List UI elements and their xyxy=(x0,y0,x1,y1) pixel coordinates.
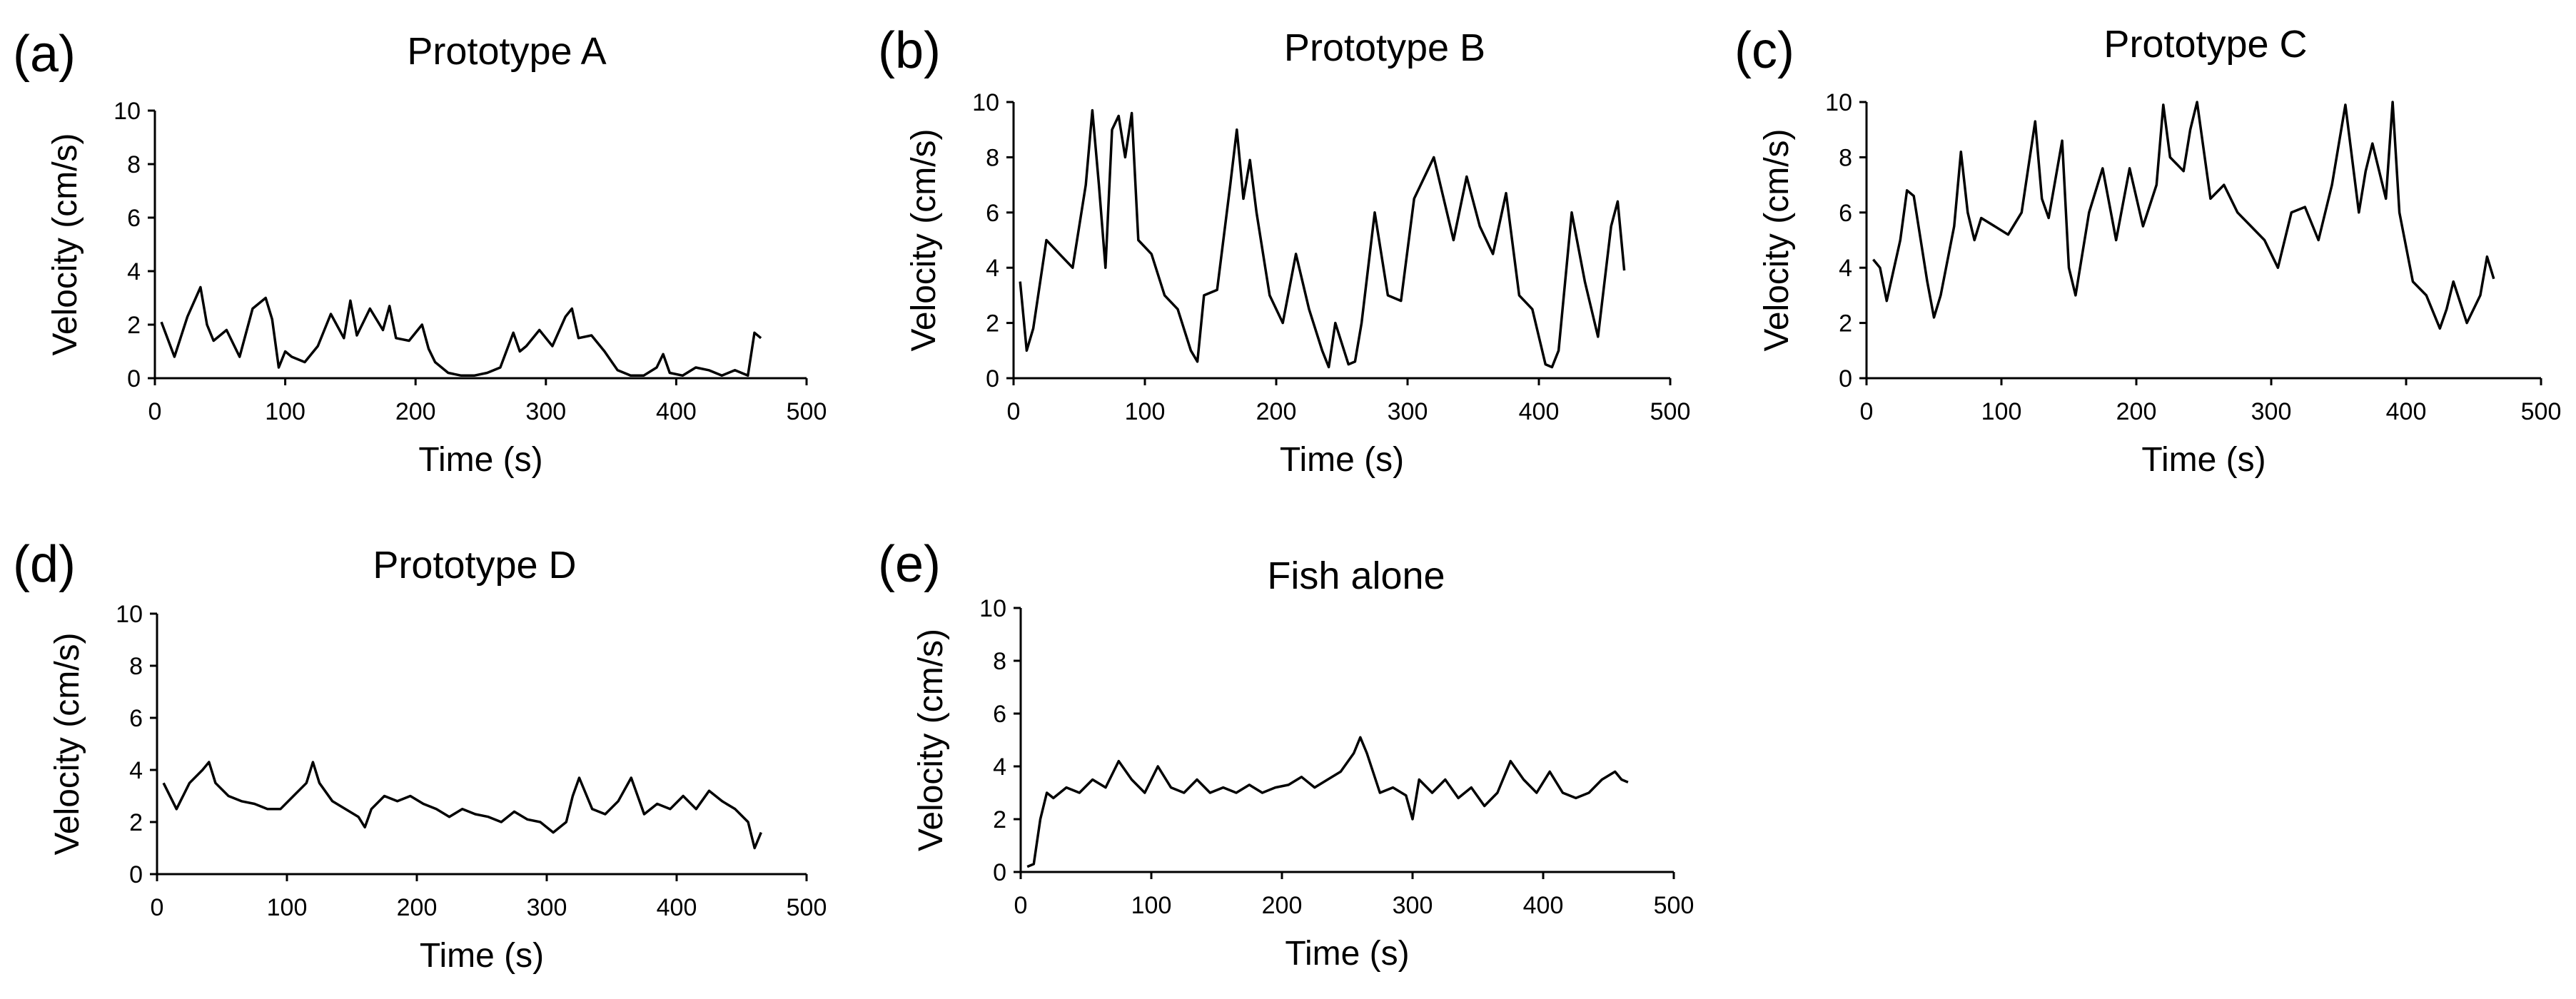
chart-a-title: Prototype A xyxy=(407,30,606,73)
chart-b-y-tick-label-4: 4 xyxy=(986,255,999,282)
chart-e-x-tick-label-400: 400 xyxy=(1523,892,1564,919)
chart-a-y-label: Velocity (cm/s) xyxy=(46,133,84,355)
chart-d-x-tick-label-200: 200 xyxy=(397,894,438,921)
chart-c-panel-letter: (c) xyxy=(1734,22,1794,79)
chart-a-panel-letter: (a) xyxy=(13,26,76,83)
chart-c-y-tick-label-8: 8 xyxy=(1839,144,1852,171)
chart-b-y-tick-label-6: 6 xyxy=(986,200,999,227)
chart-c-y-tick-label-0: 0 xyxy=(1839,365,1852,392)
chart-d-y-tick-label-6: 6 xyxy=(129,705,143,732)
chart-d-y-tick-label-4: 4 xyxy=(129,757,143,784)
chart-d-x-tick-label-400: 400 xyxy=(657,894,697,921)
chart-e-y-tick-label-10: 10 xyxy=(979,595,1006,622)
chart-b-x-tick-label-200: 200 xyxy=(1256,398,1297,425)
chart-b-y-tick-label-2: 2 xyxy=(986,310,999,338)
chart-a-series-line-0 xyxy=(160,285,762,377)
chart-d-series-line-0 xyxy=(162,761,762,850)
chart-c-y-tick-label-6: 6 xyxy=(1839,200,1852,227)
chart-c-y-tick-label-10: 10 xyxy=(1825,89,1852,116)
chart-d-title: Prototype D xyxy=(373,544,576,587)
chart-a-y-tick-label-2: 2 xyxy=(127,312,141,339)
chart-d-x-label: Time (s) xyxy=(420,937,544,975)
chart-e-y-tick-label-2: 2 xyxy=(993,806,1006,833)
chart-b-y-tick-label-8: 8 xyxy=(986,144,999,171)
chart-b-x-tick-label-100: 100 xyxy=(1125,398,1166,425)
chart-d-x-tick-label-100: 100 xyxy=(267,894,308,921)
chart-e-x-tick-label-500: 500 xyxy=(1654,892,1694,919)
chart-a-x-tick-label-0: 0 xyxy=(148,398,162,425)
chart-c-x-tick-label-100: 100 xyxy=(1981,398,2022,425)
chart-e-x-tick-label-100: 100 xyxy=(1131,892,1172,919)
chart-e-x-label: Time (s) xyxy=(1285,935,1409,973)
chart-b-x-tick-label-400: 400 xyxy=(1519,398,1560,425)
chart-d-x-tick-label-0: 0 xyxy=(151,894,164,921)
chart-d-y-tick-label-10: 10 xyxy=(116,601,143,628)
chart-d-y-tick-label-8: 8 xyxy=(129,653,143,680)
chart-c-x-tick-label-200: 200 xyxy=(2116,398,2157,425)
chart-a-y-tick-label-4: 4 xyxy=(127,258,141,285)
chart-d-y-tick-label-2: 2 xyxy=(129,809,143,836)
chart-e-x-tick-label-300: 300 xyxy=(1393,892,1433,919)
chart-b-series-line-0 xyxy=(1019,108,1626,369)
chart-a-y-tick-label-10: 10 xyxy=(113,98,141,125)
chart-e-y-tick-label-8: 8 xyxy=(993,648,1006,675)
chart-a-x-tick-label-300: 300 xyxy=(525,398,566,425)
chart-a-y-tick-label-6: 6 xyxy=(127,205,141,232)
chart-e-y-tick-label-4: 4 xyxy=(993,754,1006,781)
chart-e-y-label: Velocity (cm/s) xyxy=(912,629,950,851)
chart-c-title: Prototype C xyxy=(2103,23,2307,66)
chart-b-y-tick-label-10: 10 xyxy=(972,89,999,116)
chart-b-y-tick-label-0: 0 xyxy=(986,365,999,392)
chart-d-y-label: Velocity (cm/s) xyxy=(49,632,86,855)
chart-c-x-tick-label-300: 300 xyxy=(2251,398,2292,425)
chart-e-y-tick-label-6: 6 xyxy=(993,701,1006,728)
chart-d-panel-letter: (d) xyxy=(13,536,76,593)
chart-c-x-tick-label-400: 400 xyxy=(2386,398,2427,425)
chart-d-x-tick-label-300: 300 xyxy=(527,894,567,921)
chart-c-y-tick-label-4: 4 xyxy=(1839,255,1852,282)
chart-b-x-tick-label-300: 300 xyxy=(1388,398,1428,425)
chart-c-y-tick-label-2: 2 xyxy=(1839,310,1852,338)
chart-a-y-tick-label-8: 8 xyxy=(127,151,141,178)
chart-e-panel-letter: (e) xyxy=(878,536,941,593)
chart-c-x-tick-label-500: 500 xyxy=(2521,398,2562,425)
chart-a-x-label: Time (s) xyxy=(418,441,542,479)
chart-b-x-tick-label-500: 500 xyxy=(1650,398,1691,425)
chart-d-y-tick-label-0: 0 xyxy=(129,861,143,888)
chart-b-y-label: Velocity (cm/s) xyxy=(905,128,943,351)
chart-e-x-tick-label-0: 0 xyxy=(1014,892,1028,919)
chart-d-x-tick-label-500: 500 xyxy=(787,894,827,921)
chart-c-x-label: Time (s) xyxy=(2141,441,2266,479)
chart-e-title: Fish alone xyxy=(1267,554,1445,597)
chart-e-y-tick-label-0: 0 xyxy=(993,859,1006,886)
chart-b-x-tick-label-0: 0 xyxy=(1007,398,1021,425)
chart-e-series-line-0 xyxy=(1026,736,1629,868)
chart-c-series-line-0 xyxy=(1872,101,2495,330)
chart-a-x-tick-label-200: 200 xyxy=(395,398,436,425)
chart-a-y-tick-label-0: 0 xyxy=(127,365,141,392)
chart-a-x-tick-label-400: 400 xyxy=(656,398,697,425)
chart-c-x-tick-label-0: 0 xyxy=(1860,398,1874,425)
chart-e-x-tick-label-200: 200 xyxy=(1262,892,1303,919)
chart-b-x-label: Time (s) xyxy=(1280,441,1404,479)
chart-b-title: Prototype B xyxy=(1284,26,1485,69)
chart-c-y-label: Velocity (cm/s) xyxy=(1758,128,1796,351)
chart-a-x-tick-label-500: 500 xyxy=(787,398,827,425)
chart-a-x-tick-label-100: 100 xyxy=(265,398,305,425)
chart-b-panel-letter: (b) xyxy=(878,22,941,79)
